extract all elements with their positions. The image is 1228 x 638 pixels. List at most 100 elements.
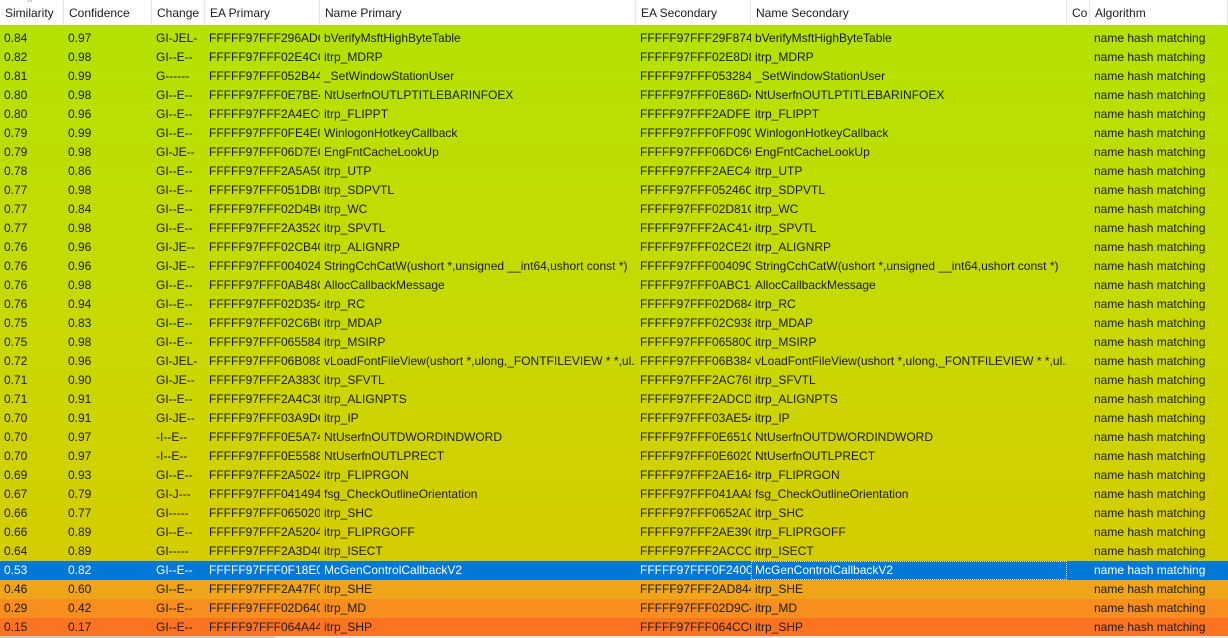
column-header-algorithm[interactable]: Algorithm xyxy=(1090,0,1228,25)
cell-ea-secondary: FFFFF97FFF02CE20 xyxy=(640,240,751,254)
cell-confidence: 0.97 xyxy=(68,449,92,463)
cell-similarity: 0.70 xyxy=(4,411,28,425)
cell-ea-primary: FFFFF97FFF03A9DC xyxy=(209,411,320,425)
cell-similarity: 0.76 xyxy=(4,259,28,273)
cell-confidence: 0.60 xyxy=(68,582,92,596)
cell-ea-secondary: FFFFF97FFF03AE54 xyxy=(640,411,751,425)
cell-name-secondary: bVerifyMsftHighByteTable xyxy=(755,31,892,45)
table-row[interactable]: 0.71 0.90 GI-JE-- FFFFF97FFF2A3830 itrp_SFVT… xyxy=(0,371,1228,390)
cell-algorithm: name hash matching xyxy=(1094,278,1206,292)
cell-confidence: 0.96 xyxy=(68,259,92,273)
table-row[interactable]: 0.69 0.93 GI--E-- FFFFF97FFF2A5024 itrp_FLIP… xyxy=(0,466,1228,485)
table-row[interactable]: 0.77 0.84 GI--E-- FFFFF97FFF02D4BC itrp_WC FF… xyxy=(0,200,1228,219)
table-row[interactable]: 0.70 0.97 -I--E-- FFFFF97FFF0E5A74 NtUserfnO… xyxy=(0,428,1228,447)
cell-name-secondary: NtUserfnOUTLPRECT xyxy=(755,449,876,463)
cell-co xyxy=(1067,599,1090,618)
scrollbar-thumb[interactable] xyxy=(0,636,275,638)
cell-name-primary: EngFntCacheLookUp xyxy=(324,145,439,159)
cell-name-secondary: itrp_FLIPRGON xyxy=(755,468,840,482)
table-row[interactable]: 0.84 0.97 GI-JEL- FFFFF97FFF296ADC bVerifyMs… xyxy=(0,29,1228,48)
column-header-ea-secondary[interactable]: EA Secondary xyxy=(636,0,751,25)
cell-change: GI-JE-- xyxy=(156,240,195,254)
cell-similarity: 0.15 xyxy=(4,620,28,634)
cell-algorithm: name hash matching xyxy=(1094,430,1206,444)
cell-name-primary: itrp_MDAP xyxy=(324,316,383,330)
cell-algorithm: name hash matching xyxy=(1094,335,1206,349)
cell-similarity: 0.79 xyxy=(4,145,28,159)
table-row[interactable]: 0.76 0.94 GI--E-- FFFFF97FFF02D354 itrp_RC FF… xyxy=(0,295,1228,314)
cell-name-secondary: McGenControlCallbackV2 xyxy=(751,561,1067,580)
cell-confidence: 0.77 xyxy=(68,506,92,520)
table-row[interactable]: 0.75 0.83 GI--E-- FFFFF97FFF02C6B0 itrp_MDAP… xyxy=(0,314,1228,333)
cell-similarity: 0.53 xyxy=(4,563,28,577)
cell-ea-secondary: FFFFF97FFF02E8D8 xyxy=(640,50,751,64)
table-row[interactable]: 0.76 0.98 GI--E-- FFFFF97FFF0AB48C AllocCall… xyxy=(0,276,1228,295)
table-row-selected[interactable]: 0.53 0.82 GI--E-- FFFFF97FFF0F18E0 McGenCont… xyxy=(0,561,1228,580)
cell-confidence: 0.91 xyxy=(68,411,92,425)
cell-similarity: 0.70 xyxy=(4,430,28,444)
cell-similarity: 0.72 xyxy=(4,354,28,368)
cell-name-primary: itrp_ALIGNRP xyxy=(324,240,401,254)
column-header-co[interactable]: Co xyxy=(1067,0,1090,25)
table-row[interactable]: 0.80 0.96 GI--E-- FFFFF97FFF2A4EC0 itrp_FLIP… xyxy=(0,105,1228,124)
table-row[interactable]: 0.76 0.96 GI-JE-- FFFFF97FFF004024 StringCch… xyxy=(0,257,1228,276)
cell-ea-primary: FFFFF97FFF06B088 xyxy=(209,354,320,368)
table-row[interactable]: 0.66 0.89 GI--E-- FFFFF97FFF2A5204 itrp_FLIP… xyxy=(0,523,1228,542)
cell-co xyxy=(1067,276,1090,295)
table-row[interactable]: 0.81 0.99 G------ FFFFF97FFF052B44 _SetWindo… xyxy=(0,67,1228,86)
cell-name-secondary: vLoadFontFileView(ushort *,ulong,_FONTFI… xyxy=(755,354,1067,368)
cell-ea-primary: FFFFF97FFF041494 xyxy=(209,487,320,501)
table-row[interactable]: 0.78 0.86 GI--E-- FFFFF97FFF2A5A50 itrp_UTP F… xyxy=(0,162,1228,181)
table-row[interactable]: 0.79 0.98 GI-JE-- FFFFF97FFF06D7EC EngFntCac… xyxy=(0,143,1228,162)
cell-ea-primary: FFFFF97FFF2A5A50 xyxy=(209,164,320,178)
cell-confidence: 0.96 xyxy=(68,107,92,121)
match-table: 0.84 0.97 GI-JEL- FFFFF97FFF296ADC bVerifyMs… xyxy=(0,25,1228,636)
table-row[interactable]: 0.29 0.42 GI--E-- FFFFF97FFF02D640 itrp_MD FF… xyxy=(0,599,1228,618)
cell-confidence: 0.86 xyxy=(68,164,92,178)
table-row[interactable]: 0.67 0.79 GI-J--- FFFFF97FFF041494 fsg_Check… xyxy=(0,485,1228,504)
cell-similarity: 0.80 xyxy=(4,88,28,102)
table-row[interactable]: 0.46 0.60 GI--E-- FFFFF97FFF2A47F0 itrp_SHE F… xyxy=(0,580,1228,599)
table-row[interactable]: 0.66 0.77 GI----- FFFFF97FFF065020 itrp_SHC F… xyxy=(0,504,1228,523)
cell-co xyxy=(1067,409,1090,428)
table-row[interactable]: 0.15 0.17 GI--E-- FFFFF97FFF064A44 itrp_SHP F… xyxy=(0,618,1228,636)
cell-algorithm: name hash matching xyxy=(1094,259,1206,273)
table-row[interactable]: 0.77 0.98 GI--E-- FFFFF97FFF2A352C itrp_SPVT… xyxy=(0,219,1228,238)
cell-name-primary: McGenControlCallbackV2 xyxy=(324,563,463,577)
table-row[interactable]: 0.70 0.91 GI-JE-- FFFFF97FFF03A9DC itrp_IP FF… xyxy=(0,409,1228,428)
cell-similarity: 0.29 xyxy=(4,601,28,615)
cell-change: GI--E-- xyxy=(156,582,193,596)
table-row[interactable]: 0.71 0.91 GI--E-- FFFFF97FFF2A4C30 itrp_ALIG… xyxy=(0,390,1228,409)
column-header-name-secondary[interactable]: Name Secondary xyxy=(751,0,1067,25)
partial-row[interactable] xyxy=(0,25,1228,29)
column-header-similarity[interactable]: Similarity xyxy=(0,0,64,25)
column-header-name-primary[interactable]: Name Primary xyxy=(320,0,636,25)
table-row[interactable]: 0.64 0.89 GI----- FFFFF97FFF2A3D40 itrp_ISEC… xyxy=(0,542,1228,561)
table-row[interactable]: 0.82 0.98 GI--E-- FFFFF97FFF02E4CC itrp_MDRP… xyxy=(0,48,1228,67)
table-row[interactable]: 0.72 0.96 GI-JEL- FFFFF97FFF06B088 vLoadFont… xyxy=(0,352,1228,371)
column-header-change[interactable]: Change xyxy=(152,0,205,25)
cell-ea-secondary: FFFFF97FFF2AE164 xyxy=(640,468,751,482)
table-row[interactable]: 0.75 0.98 GI--E-- FFFFF97FFF065584 itrp_MSIR… xyxy=(0,333,1228,352)
cell-ea-primary: FFFFF97FFF2A47F0 xyxy=(209,582,320,596)
cell-change: GI--E-- xyxy=(156,525,193,539)
table-row[interactable]: 0.79 0.99 GI--E-- FFFFF97FFF0FE4E0 WinlogonH… xyxy=(0,124,1228,143)
table-row[interactable]: 0.76 0.96 GI-JE-- FFFFF97FFF02CB40 itrp_ALIG… xyxy=(0,238,1228,257)
table-row[interactable]: 0.77 0.98 GI--E-- FFFFF97FFF051DB0 itrp_SDPV… xyxy=(0,181,1228,200)
horizontal-scrollbar[interactable] xyxy=(0,636,1228,638)
table-row[interactable]: 0.70 0.97 -I--E-- FFFFF97FFF0E5588 NtUserfnO… xyxy=(0,447,1228,466)
cell-name-primary: itrp_UTP xyxy=(324,164,372,178)
cell-similarity: 0.77 xyxy=(4,202,28,216)
cell-co xyxy=(1067,485,1090,504)
cell-similarity: 0.79 xyxy=(4,126,28,140)
column-header-ea-primary[interactable]: EA Primary xyxy=(205,0,320,25)
cell-similarity: 0.76 xyxy=(4,240,28,254)
cell-confidence: 0.98 xyxy=(68,183,92,197)
cell-ea-primary: FFFFF97FFF051DB0 xyxy=(209,183,320,197)
column-header-confidence[interactable]: Confidence xyxy=(64,0,152,25)
table-row[interactable]: 0.80 0.98 GI--E-- FFFFF97FFF0E7BE4 NtUserfnO… xyxy=(0,86,1228,105)
cell-ea-secondary: FFFFF97FFF29F874 xyxy=(640,31,751,45)
cell-name-primary: itrp_SPVTL xyxy=(324,221,386,235)
cell-name-primary: itrp_MDRP xyxy=(324,50,383,64)
cell-name-secondary: itrp_SHP xyxy=(755,620,804,634)
